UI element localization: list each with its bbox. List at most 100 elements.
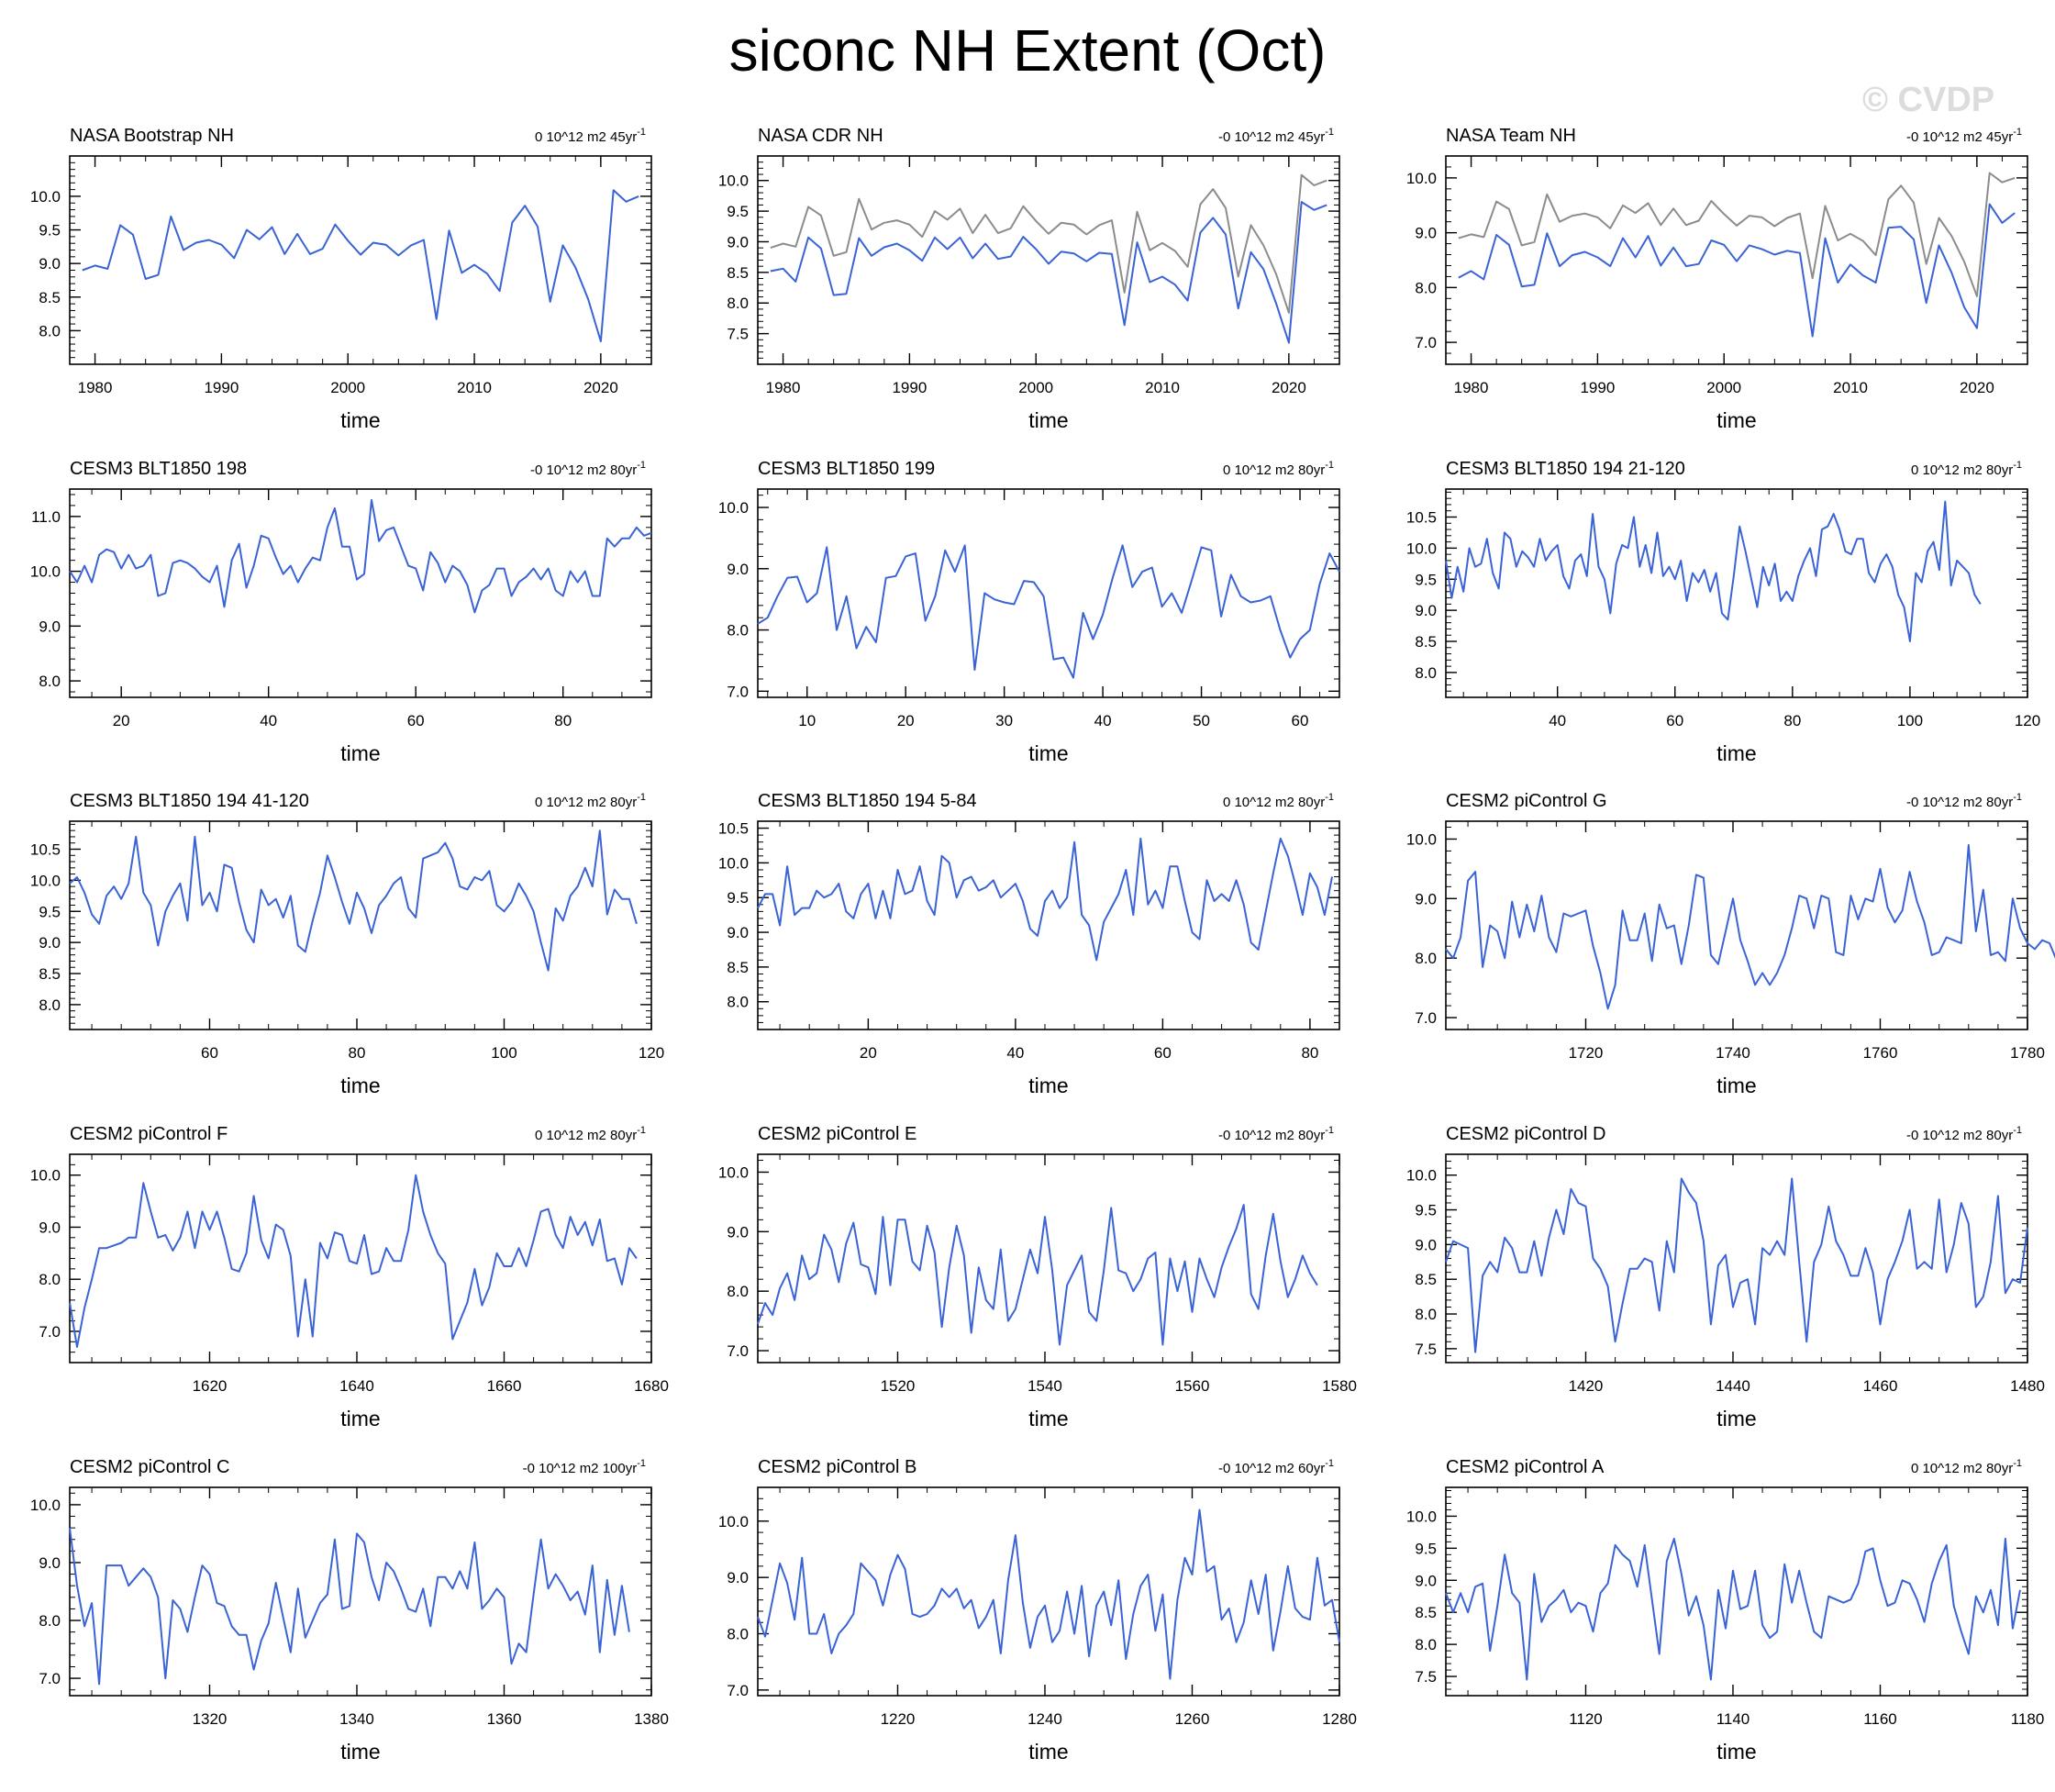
y-tick-label: 10.0 [1406, 170, 1437, 187]
y-tick-label: 8.0 [727, 622, 749, 640]
y-tick-label: 8.0 [39, 1271, 61, 1288]
y-tick-label: 8.0 [1415, 279, 1437, 296]
y-tick-label: 10.0 [30, 872, 61, 889]
y-tick-label: 8.0 [727, 994, 749, 1011]
x-tick-label: 100 [1897, 712, 1923, 729]
y-tick-label: 9.0 [1415, 1236, 1437, 1253]
y-tick-label: 9.0 [39, 1554, 61, 1572]
x-tick-label: 1320 [193, 1710, 228, 1728]
x-tick-label: 1580 [1322, 1377, 1357, 1395]
y-tick-label: 9.0 [39, 1219, 61, 1236]
y-tick-label: 10.0 [1406, 830, 1437, 848]
x-tick-label: 2000 [330, 379, 365, 396]
panel-title: NASA CDR NH [758, 126, 883, 146]
series-line [757, 1204, 1318, 1346]
y-tick-label: 8.5 [39, 965, 61, 983]
y-tick-label: 10.0 [718, 1513, 749, 1530]
y-tick-label: 9.5 [39, 903, 61, 920]
reference-series-line [1458, 172, 2016, 297]
plot-frame [69, 155, 652, 365]
y-tick-label: 8.0 [39, 322, 61, 339]
y-tick-label: 8.5 [39, 289, 61, 306]
panel-title: CESM3 BLT1850 198 [70, 459, 247, 479]
x-axis-label: time [340, 1407, 380, 1430]
trend-label: -0 10^12 m2 80yr-1 [1906, 1125, 2022, 1143]
y-tick-label: 8.0 [727, 1283, 749, 1300]
plot-frame [69, 1486, 652, 1697]
x-axis-label: time [1716, 1407, 1756, 1430]
x-tick-label: 2010 [1833, 379, 1868, 396]
series-line [69, 829, 638, 972]
x-tick-label: 1540 [1028, 1377, 1062, 1395]
panel-11: CESM2 piControl E -0 10^12 m2 80yr-1 1520 1… [718, 1124, 1357, 1430]
trend-label: 0 10^12 m2 80yr-1 [535, 1125, 646, 1143]
x-tick-label: 1660 [487, 1377, 522, 1395]
y-tick-label: 10.0 [718, 854, 749, 872]
page-title: siconc NH Extent (Oct) [728, 17, 1327, 83]
x-tick-label: 1520 [881, 1377, 916, 1395]
y-tick-label: 7.5 [727, 326, 749, 343]
y-tick-label: 7.0 [727, 1342, 749, 1360]
x-tick-label: 120 [2015, 712, 2040, 729]
x-tick-label: 1240 [1028, 1710, 1062, 1728]
y-tick-label: 8.5 [1415, 1271, 1437, 1288]
y-tick-label: 9.0 [39, 618, 61, 635]
y-tick-label: 10.0 [30, 188, 61, 206]
y-tick-label: 10.5 [30, 840, 61, 858]
plot-frame [69, 820, 652, 1030]
x-tick-label: 10 [798, 712, 816, 729]
trend-label: -0 10^12 m2 80yr-1 [1218, 1125, 1334, 1143]
reference-series-line [770, 173, 1327, 314]
y-tick-label: 8.5 [727, 264, 749, 282]
x-tick-label: 1980 [78, 379, 113, 396]
y-tick-label: 9.0 [727, 1223, 749, 1241]
x-tick-label: 1640 [339, 1377, 374, 1395]
x-tick-label: 1680 [634, 1377, 669, 1395]
x-tick-label: 1340 [339, 1710, 374, 1728]
x-tick-label: 60 [1292, 712, 1309, 729]
y-tick-label: 10.0 [30, 1497, 61, 1514]
y-tick-label: 10.0 [1406, 1167, 1437, 1185]
trend-label: 0 10^12 m2 80yr-1 [535, 792, 646, 810]
y-tick-label: 7.5 [1415, 1668, 1437, 1686]
plot-frame [1445, 820, 2028, 1030]
series-line [770, 201, 1327, 344]
panel-title: CESM2 piControl D [1446, 1124, 1606, 1144]
x-axis-label: time [1716, 408, 1756, 432]
x-tick-label: 1140 [1716, 1710, 1750, 1728]
y-tick-label: 7.0 [727, 1682, 749, 1699]
y-tick-label: 9.5 [727, 203, 749, 220]
y-tick-label: 10.0 [30, 563, 61, 581]
x-tick-label: 20 [897, 712, 915, 729]
panel-title: CESM2 piControl C [70, 1457, 230, 1477]
panel-title: NASA Team NH [1446, 126, 1576, 146]
series-line [69, 498, 652, 614]
trend-label: 0 10^12 m2 80yr-1 [1223, 460, 1334, 478]
series-line [1458, 203, 2016, 338]
x-tick-label: 50 [1193, 712, 1210, 729]
y-tick-label: 7.0 [39, 1670, 61, 1687]
x-tick-label: 1280 [1322, 1710, 1357, 1728]
x-tick-label: 80 [1301, 1044, 1318, 1062]
panel-title: NASA Bootstrap NH [70, 126, 234, 146]
plot-frame [757, 1153, 1340, 1363]
y-tick-label: 11.0 [31, 508, 61, 526]
trend-label: -0 10^12 m2 80yr-1 [1906, 792, 2022, 810]
panel-title: CESM2 piControl E [758, 1124, 916, 1144]
y-tick-label: 9.0 [1415, 1572, 1437, 1589]
panel-13: CESM2 piControl C -0 10^12 m2 100yr-1 1320… [30, 1457, 669, 1764]
x-tick-label: 40 [1094, 712, 1112, 729]
y-tick-label: 9.0 [727, 924, 749, 941]
x-axis-label: time [340, 1740, 380, 1764]
x-tick-label: 2010 [1145, 379, 1180, 396]
x-tick-label: 1980 [766, 379, 801, 396]
y-tick-label: 8.5 [1415, 633, 1437, 651]
plot-frame [757, 1486, 1340, 1697]
panel-title: CESM3 BLT1850 194 5-84 [758, 791, 977, 811]
x-tick-label: 40 [260, 712, 277, 729]
series-line [82, 189, 639, 343]
x-tick-label: 2000 [1018, 379, 1053, 396]
plot-frame [757, 820, 1340, 1030]
x-tick-label: 2020 [1960, 379, 1994, 396]
x-tick-label: 60 [1154, 1044, 1172, 1062]
